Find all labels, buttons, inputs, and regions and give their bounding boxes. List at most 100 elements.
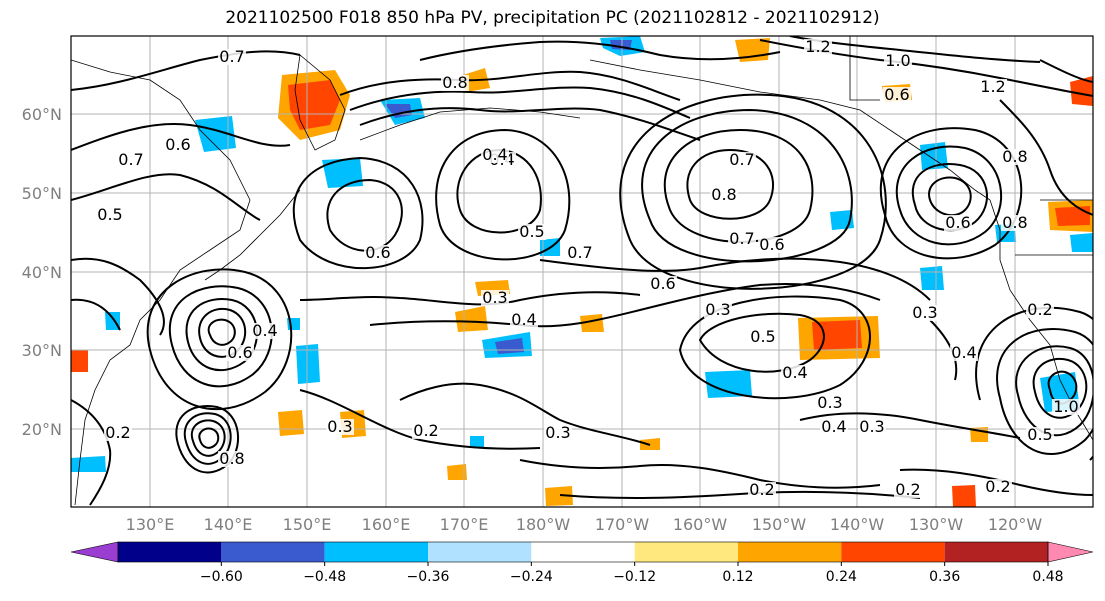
lon-label: 130°W <box>909 515 964 534</box>
pv-contour <box>71 257 165 336</box>
colorbar-tick-label: −0.36 <box>407 569 450 585</box>
pv-contour <box>183 412 232 465</box>
precip-strong-positive-area <box>288 80 340 130</box>
contour-label-bg <box>649 276 677 292</box>
contour-label: 0.2 <box>749 480 774 499</box>
contour-label: 0.7 <box>729 229 754 248</box>
lon-label: 180°W <box>516 515 571 534</box>
pv-contour <box>169 285 273 388</box>
contour-label-bg <box>816 395 844 411</box>
contour-label-bg <box>96 207 124 223</box>
coastline-asia <box>71 59 251 506</box>
lon-label: 160°W <box>673 515 728 534</box>
contour-label-bg <box>251 323 279 339</box>
pv-contour <box>359 107 701 141</box>
contour-label-bg <box>1001 215 1029 231</box>
contour-label: 0.7 <box>219 47 244 66</box>
pv-contour <box>71 50 301 91</box>
pv-contour <box>339 70 681 101</box>
contour-label-bg <box>566 245 594 261</box>
pv-contour <box>207 318 236 346</box>
pv-contour <box>999 99 1093 216</box>
colorbar-tick-label: 0.24 <box>826 569 857 585</box>
contour-label: 0.6 <box>945 213 970 232</box>
contour-label: 0.7 <box>567 243 592 262</box>
lon-label: 170°E <box>440 515 489 534</box>
contour-label: 0.4 <box>951 343 976 362</box>
graticule <box>71 36 1093 507</box>
pv-contour <box>71 173 261 221</box>
colorbar-segment <box>944 542 1048 562</box>
contour-label: 1.2 <box>980 77 1005 96</box>
contour-label-bg <box>911 305 939 321</box>
contour-label: 0.5 <box>519 222 544 241</box>
pv-contour <box>975 306 1093 461</box>
contour-label-bg <box>748 482 776 498</box>
contour-label: 0.3 <box>912 303 937 322</box>
coastline-japan <box>204 189 301 281</box>
lon-label: 150°W <box>752 515 807 534</box>
contour-label-bg <box>1026 302 1054 318</box>
contour-label: 0.3 <box>859 417 884 436</box>
pv-contour <box>146 268 293 411</box>
precip-strong-positive-area <box>812 320 862 350</box>
contour-label: 0.2 <box>105 423 130 442</box>
contour-label: 0.6 <box>650 274 675 293</box>
contour-label-bg <box>1001 149 1029 165</box>
pv-contour <box>299 291 641 306</box>
coastline-alaska <box>589 59 991 201</box>
pv-contour <box>299 389 541 450</box>
contour-label-bg <box>1026 427 1054 443</box>
precip-negative-area <box>920 142 948 170</box>
pv-contour <box>899 468 1093 496</box>
precip-positive-area <box>580 314 604 332</box>
precip-positive-area <box>71 350 88 372</box>
contour-label-bg <box>950 345 978 361</box>
contour-label-bg <box>510 312 538 328</box>
coastlines <box>71 36 1093 506</box>
latitude-labels: 60°N 50°N 40°N 30°N 20°N <box>22 105 62 439</box>
contour-label: 0.8 <box>442 73 467 92</box>
colorbar-segment <box>531 542 635 562</box>
contour-label-bg <box>710 187 738 203</box>
pv-contour <box>198 427 220 449</box>
contour-label: 1.0 <box>1053 397 1078 416</box>
precip-negative-area <box>195 116 236 152</box>
colorbar-segment <box>428 542 532 562</box>
contour-label: 0.2 <box>413 421 438 440</box>
contour-label: 1.0 <box>885 51 910 70</box>
pv-contour <box>799 412 1021 439</box>
precip-negative-area <box>296 344 320 384</box>
pv-contours <box>71 36 1093 506</box>
lon-label: 140°W <box>830 515 885 534</box>
contour-label: 0.2 <box>1027 300 1052 319</box>
contour-label-bg <box>326 419 354 435</box>
contour-label: 0.4 <box>782 363 807 382</box>
map-frame <box>70 35 1094 508</box>
precip-shading <box>71 36 1093 507</box>
pv-contour <box>190 419 226 457</box>
pv-contour <box>326 178 403 252</box>
contour-label-bg <box>944 215 972 231</box>
contour-label: 0.6 <box>884 85 909 104</box>
contour-label: 0.4 <box>252 321 277 340</box>
pv-contour <box>1032 357 1088 419</box>
colorbar-extend-high <box>1047 541 1094 563</box>
colorbar-segment <box>324 542 428 562</box>
pv-contour <box>678 295 871 400</box>
pv-contour <box>539 257 931 301</box>
contour-label-bg <box>820 419 848 435</box>
contour-label: 0.2 <box>895 480 920 499</box>
contour-label-bg <box>218 451 246 467</box>
precip-positive-area <box>1070 76 1093 106</box>
contour-label-bg <box>858 419 886 435</box>
lon-label: 140°E <box>204 515 253 534</box>
precip-positive-area <box>455 306 488 332</box>
lat-label-40n: 40°N <box>22 263 62 282</box>
contour-label: 0.8 <box>711 185 736 204</box>
pv-contour <box>175 405 240 474</box>
contour-label-bg <box>979 79 1007 95</box>
contour-label-bg <box>1052 399 1080 415</box>
pv-contour <box>519 459 881 489</box>
